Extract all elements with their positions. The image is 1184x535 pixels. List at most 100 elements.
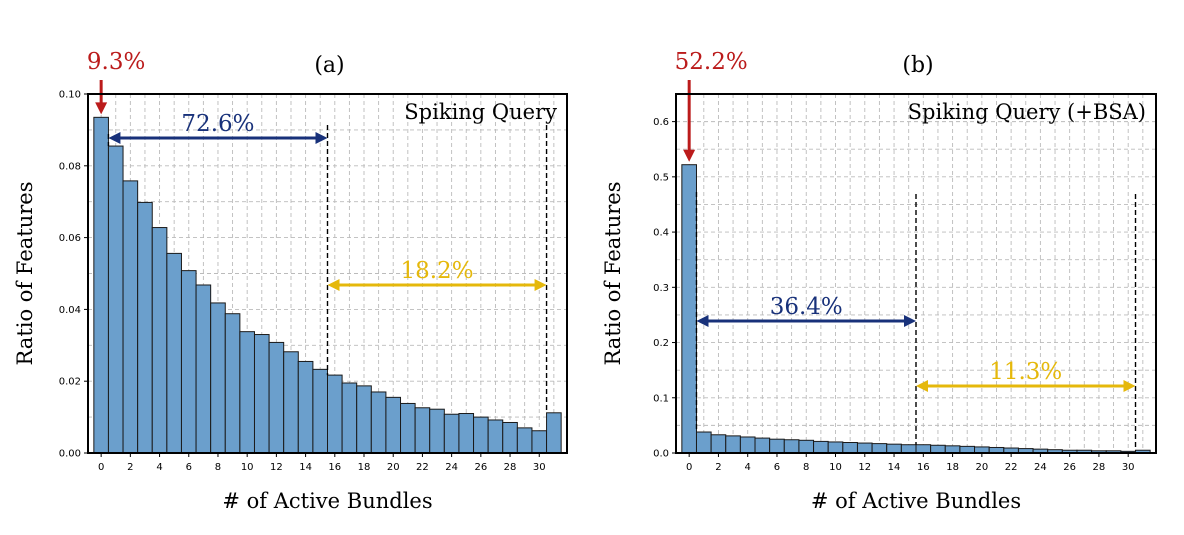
grid-b xyxy=(676,94,1156,453)
x-ticks-a: 0 2 4 6 8 10 12 14 16 18 20 22 24 26 28 30 xyxy=(98,453,546,473)
y-tick-label: 0.3 xyxy=(653,283,669,294)
x-tick-label: 26 xyxy=(1063,462,1076,473)
y-tick-label: 0.04 xyxy=(59,305,81,316)
bar xyxy=(783,439,800,454)
bar xyxy=(856,442,873,454)
y-ticks-b: 0.0 0.1 0.2 0.3 0.4 0.5 0.6 xyxy=(653,117,676,460)
bar xyxy=(798,439,815,454)
y-tick-label: 0.10 xyxy=(59,90,81,101)
bar xyxy=(224,313,241,454)
bar xyxy=(137,201,153,454)
chart-title-b: Spiking Query (+BSA) xyxy=(908,100,1146,124)
bar xyxy=(297,360,314,454)
range-arrow-head-right xyxy=(534,279,547,291)
bar xyxy=(93,116,109,454)
x-tick-label: 18 xyxy=(946,462,959,473)
range-arrow-head-left xyxy=(108,132,121,144)
y-tick-label: 0.08 xyxy=(59,161,81,172)
bar xyxy=(516,427,533,454)
bar xyxy=(414,407,431,454)
x-tick-label: 18 xyxy=(358,462,371,473)
bar xyxy=(915,444,932,454)
bar xyxy=(180,270,197,454)
bar xyxy=(312,368,328,454)
x-tick-label: 0 xyxy=(686,462,692,473)
annotation-mid-range-a: 72.6% xyxy=(181,111,254,137)
bars-b xyxy=(681,164,1151,454)
bar xyxy=(400,402,416,454)
x-tick-label: 26 xyxy=(474,462,487,473)
x-tick-label: 4 xyxy=(156,462,162,473)
x-tick-label: 4 xyxy=(745,462,751,473)
bar xyxy=(827,441,844,454)
plot-frame-a xyxy=(87,93,568,454)
bar xyxy=(341,382,358,454)
peak-arrow-head xyxy=(95,102,108,115)
bar xyxy=(107,145,124,454)
y-tick-label: 0.02 xyxy=(59,377,81,388)
bar xyxy=(370,391,387,454)
annotation-high-range-a: 18.2% xyxy=(400,258,473,284)
y-tick-label: 0.5 xyxy=(653,172,669,183)
y-tick-label: 0.00 xyxy=(59,449,81,460)
panel-label-b: (b) xyxy=(902,53,933,78)
annotations-b xyxy=(683,80,1137,451)
x-tick-label: 22 xyxy=(1005,462,1018,473)
bar xyxy=(502,421,518,454)
bar xyxy=(944,445,961,454)
bar xyxy=(871,443,888,454)
y-tick-label: 0.4 xyxy=(653,228,669,239)
bar xyxy=(443,413,460,454)
range-arrow-head-right xyxy=(315,132,328,144)
x-tick-label: 30 xyxy=(1122,462,1135,473)
bar xyxy=(695,431,712,454)
x-tick-label: 14 xyxy=(299,462,312,473)
chart-title-a: Spiking Query xyxy=(404,100,557,124)
x-tick-label: 22 xyxy=(416,462,429,473)
bar xyxy=(710,434,727,454)
bar xyxy=(195,284,212,454)
x-tick-label: 24 xyxy=(1034,462,1047,473)
bar xyxy=(473,416,489,454)
bar xyxy=(930,444,946,454)
x-tick-label: 10 xyxy=(241,462,254,473)
range-arrow-head-left xyxy=(916,380,928,392)
bar xyxy=(531,430,548,454)
range-arrow-head-right xyxy=(1123,380,1136,392)
x-tick-label: 10 xyxy=(829,462,842,473)
bar xyxy=(886,443,902,454)
bar xyxy=(458,413,475,454)
x-tick-label: 2 xyxy=(715,462,721,473)
bar xyxy=(546,412,562,454)
x-ticks-b: 0 2 4 6 8 10 12 14 16 18 20 22 24 26 28 30 xyxy=(686,453,1135,473)
bar xyxy=(210,302,226,454)
x-tick-label: 20 xyxy=(387,462,400,473)
bar xyxy=(681,164,697,454)
y-tick-label: 0.06 xyxy=(59,233,81,244)
bar xyxy=(166,252,182,454)
x-tick-label: 16 xyxy=(917,462,930,473)
bar xyxy=(122,180,139,454)
annotation-peak-b: 52.2% xyxy=(675,49,748,75)
x-axis-title-b: # of Active Bundles xyxy=(811,489,1021,513)
x-axis-title-a: # of Active Bundles xyxy=(222,489,432,513)
bar xyxy=(253,334,270,454)
x-tick-label: 16 xyxy=(328,462,341,473)
peak-arrow-head xyxy=(683,149,696,162)
bar xyxy=(842,442,858,454)
range-arrow-head-right xyxy=(904,315,916,327)
bar xyxy=(429,408,445,454)
x-tick-label: 12 xyxy=(270,462,283,473)
annotations-a xyxy=(95,80,548,413)
x-tick-label: 12 xyxy=(858,462,871,473)
x-tick-label: 6 xyxy=(186,462,192,473)
y-tick-label: 0.1 xyxy=(653,393,669,404)
bar xyxy=(151,227,168,454)
range-arrow-head-left xyxy=(696,315,709,327)
y-tick-label: 0.6 xyxy=(653,117,669,128)
panel-label-a: (a) xyxy=(314,53,344,78)
x-tick-label: 24 xyxy=(445,462,458,473)
panel-b: 0.00.10.20.30.40.50.6 0 2 4 6 8 10 12 14 16 18 20 2… xyxy=(601,49,1157,513)
bar xyxy=(283,351,299,454)
range-arrow-head-left xyxy=(327,279,340,291)
